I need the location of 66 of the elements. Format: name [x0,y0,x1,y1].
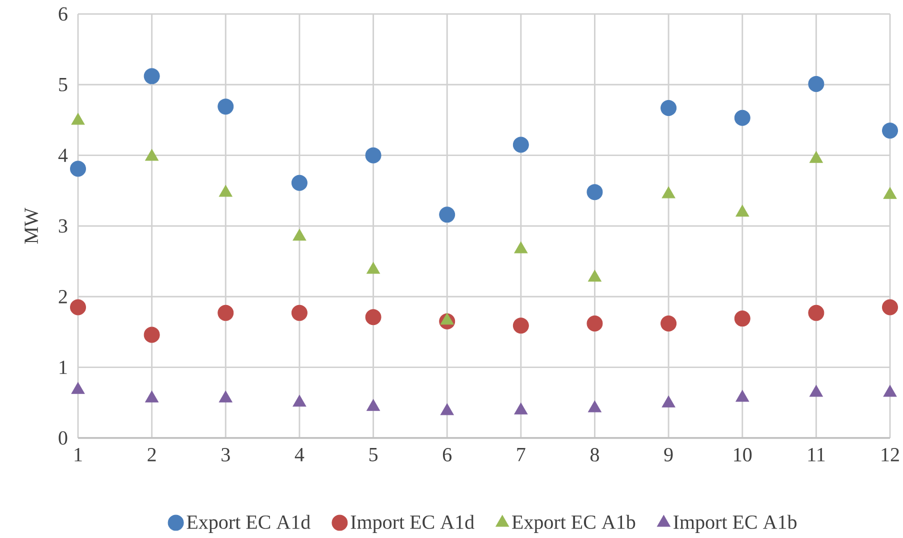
point [586,184,603,200]
point [144,326,160,343]
point [808,76,824,92]
point [292,228,306,241]
point [440,312,454,325]
legend-label: Export EC A1d [186,514,310,533]
x-tick-label: 4 [294,448,304,462]
point [734,310,750,327]
y-tick-label: 3 [58,219,68,233]
x-tick-label: 6 [442,448,452,462]
point [365,309,382,326]
point [512,136,529,153]
y-tick-label: 4 [58,148,68,162]
x-tick-label: 12 [882,448,899,462]
point [366,262,380,274]
point [365,147,382,164]
point [70,299,86,316]
point [439,206,456,223]
point [514,402,528,414]
legend-label: Import EC A1d [350,514,474,533]
x-tick-label: 2 [148,448,156,462]
x-tick-label: 3 [222,448,230,462]
point [218,185,232,197]
x-tick-label: 9 [664,448,673,462]
point [736,390,750,402]
point [292,394,306,407]
legend-label: Import EC A1b [674,514,796,533]
x-tick-label: 11 [808,448,825,462]
point [514,242,528,254]
y-tick-label: 2 [58,290,67,304]
x-tick-label: 7 [517,448,526,462]
x-tick-label: 5 [369,448,378,462]
point [218,98,234,115]
y-tick-label: 5 [59,78,68,92]
point [218,390,232,402]
point [660,100,677,116]
point [809,151,823,163]
point [588,400,602,412]
point [144,68,160,84]
point [291,174,308,191]
point [736,204,750,217]
point [809,385,823,397]
point [734,110,750,126]
point [586,316,603,332]
y-axis-title: MW [24,208,38,244]
y-tick-label: 6 [58,7,68,21]
point [662,396,676,408]
x-tick-label: 1 [74,448,82,462]
x-tick-label: 8 [590,448,599,462]
point [145,390,159,402]
x-tick-label: 10 [734,448,752,462]
point [588,270,602,282]
y-tick-label: 0 [58,431,68,445]
point [662,186,676,198]
point [71,382,85,394]
y-tick-label: 1 [60,360,67,374]
point [366,399,380,411]
point [808,304,824,321]
point [218,304,234,321]
point [291,304,308,321]
legend-label: Export EC A1b [512,514,636,533]
point [145,149,159,161]
point [70,160,86,177]
point [660,316,677,332]
point [512,318,529,334]
point [440,403,454,416]
